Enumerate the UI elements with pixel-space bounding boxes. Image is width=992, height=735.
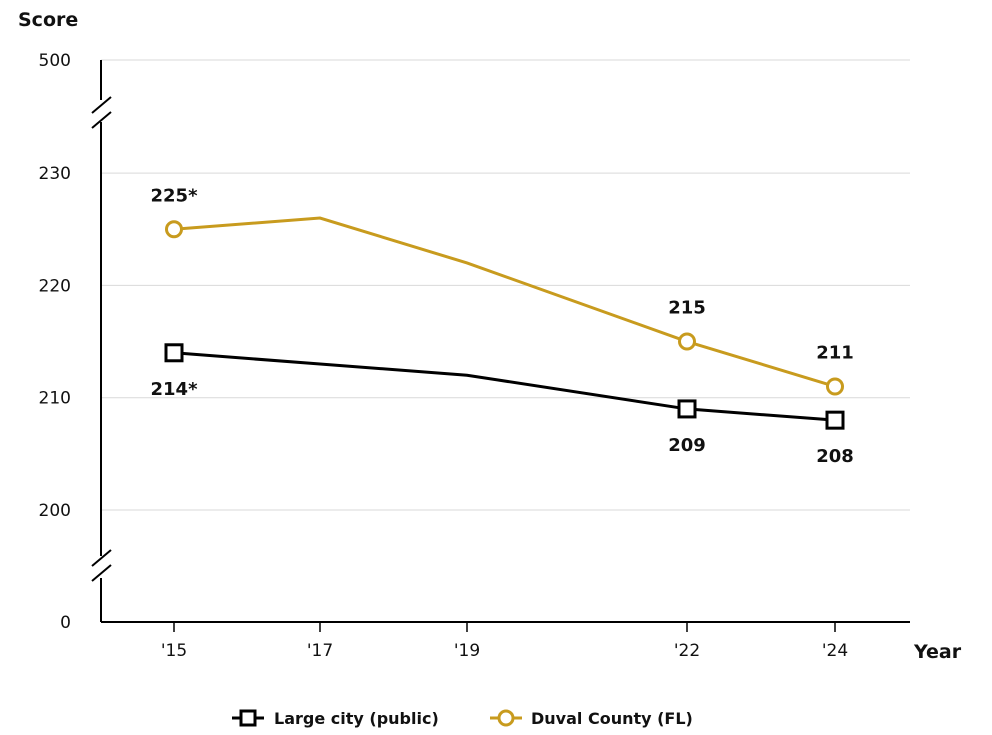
axis-break-lower-mark-1	[91, 549, 112, 567]
y-tick-label-210: 210	[39, 389, 71, 409]
y-tick-label-500: 500	[39, 51, 71, 71]
legend-square-icon	[239, 709, 257, 727]
grid-layer	[101, 59, 910, 511]
x-tick-labels: '15 '17 '19 '22 '24	[161, 622, 848, 661]
x-tick-label-3: '22	[674, 641, 700, 661]
data-label-1-4: 211	[816, 342, 854, 363]
point-marker-1-0	[165, 220, 183, 239]
y-tick-labels: 0 200 210 220 230 500	[39, 51, 71, 633]
legend-item-1: Duval County (FL)	[490, 709, 693, 728]
x-tick-label-4: '24	[822, 641, 848, 661]
series-0: 214* 209 208	[151, 343, 854, 467]
axis-break-upper-mark-1	[91, 96, 112, 114]
data-label-0-0: 214*	[151, 379, 199, 400]
x-tick-label-0: '15	[161, 641, 187, 661]
y-tick-label-0: 0	[60, 613, 71, 633]
x-tick-label-2: '19	[454, 641, 480, 661]
data-label-0-3: 209	[668, 435, 706, 456]
y-tick-label-200: 200	[39, 501, 71, 521]
y-axis-title: Score	[18, 9, 78, 31]
legend-circle-icon	[497, 709, 515, 727]
axis-break-upper-mark-2	[91, 111, 112, 129]
point-marker-0-4	[825, 410, 845, 430]
series-line-0	[173, 351, 836, 422]
axis-break-lower-mark-2	[91, 564, 112, 582]
data-label-1-3: 215	[668, 298, 706, 319]
axis-break-upper-gap	[94, 100, 108, 122]
legend-label-1: Duval County (FL)	[531, 709, 693, 728]
data-label-1-0: 225*	[151, 185, 199, 206]
x-axis-title: Year	[913, 641, 962, 663]
series-line-1	[173, 216, 836, 388]
legend: Large city (public) Duval County (FL)	[232, 709, 693, 728]
point-marker-0-3	[677, 399, 697, 419]
data-label-0-4: 208	[816, 446, 854, 467]
point-marker-1-4	[826, 377, 844, 396]
series-1: 225* 215 211	[151, 185, 854, 396]
x-tick-label-1: '17	[307, 641, 333, 661]
axis-layer	[91, 60, 910, 623]
series-layer: 214* 209 208 225* 215 211	[151, 185, 854, 467]
y-tick-label-230: 230	[39, 164, 71, 184]
legend-item-0: Large city (public)	[232, 709, 439, 728]
legend-label-0: Large city (public)	[274, 709, 439, 728]
y-tick-label-220: 220	[39, 276, 71, 296]
point-marker-1-3	[678, 332, 696, 351]
point-marker-0-0	[164, 343, 184, 363]
